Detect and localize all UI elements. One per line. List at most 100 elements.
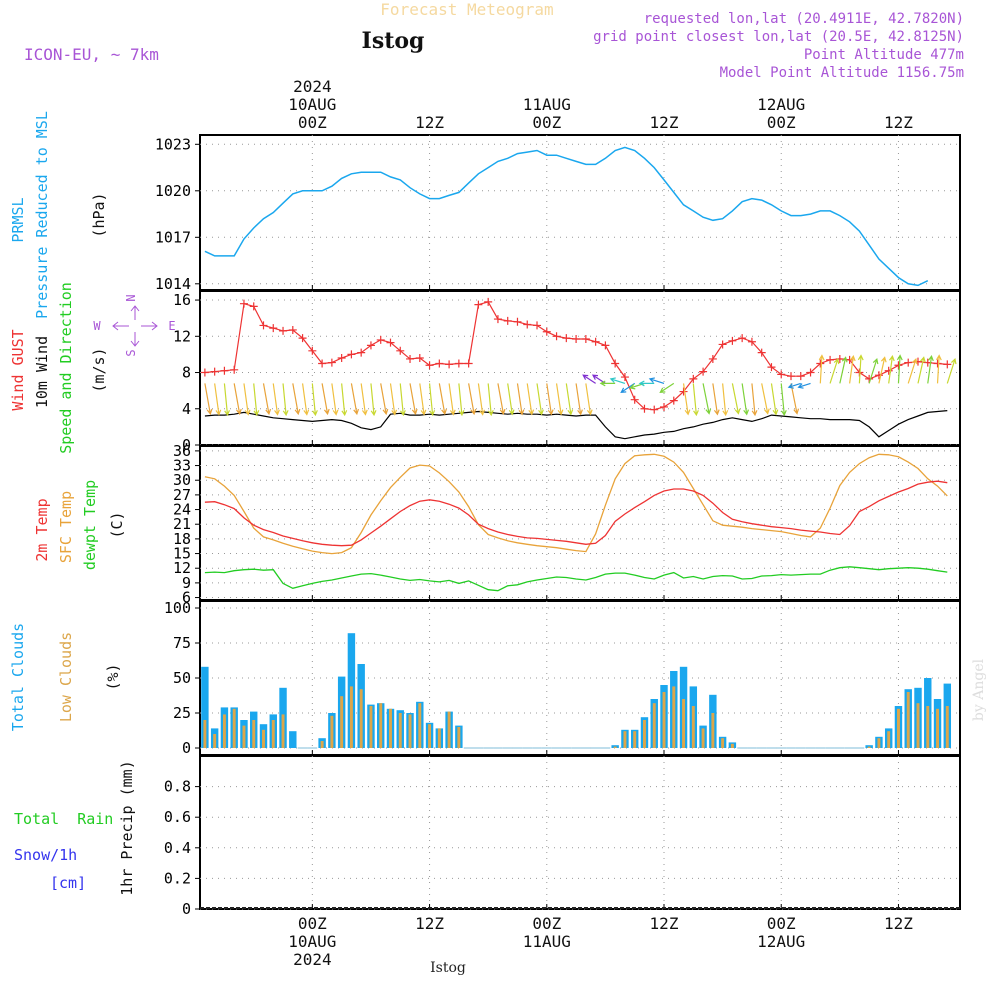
- wind-arrow: [468, 383, 477, 416]
- low-cloud-bar: [936, 708, 939, 748]
- wind-unit: (m/s): [90, 347, 108, 392]
- wind-arrow: [262, 383, 272, 416]
- y-tick-label: 0.2: [164, 869, 191, 887]
- wind-arrow: [380, 383, 389, 416]
- gust-marker: [269, 324, 278, 333]
- precip-ylabel: 1hr Precip (mm): [118, 760, 136, 895]
- low-cloud-bar: [281, 714, 285, 748]
- wind-arrow: [409, 383, 418, 416]
- low-cloud-bar: [389, 708, 392, 748]
- total-clouds-label: Total Clouds: [9, 623, 27, 731]
- low-cloud-bar: [222, 714, 226, 748]
- gust-marker: [718, 340, 727, 349]
- wind-arrow: [546, 383, 554, 416]
- grid-point-coords: grid point closest lon,lat (20.5E, 42.81…: [593, 29, 964, 45]
- footer-station: Istog: [430, 960, 466, 976]
- gust-marker: [445, 360, 454, 369]
- precip-labels: Total Rain Snow/1h [cm] 1hr Precip (mm): [14, 760, 136, 895]
- wind-labels: Wind GUST 10m Wind Speed and Direction (…: [9, 282, 176, 454]
- low-cloud-bar: [330, 715, 334, 748]
- pressure-panel: 1014 1017 1020 1023: [155, 134, 961, 293]
- total-cloud-bar: [201, 666, 209, 748]
- gust-marker: [630, 395, 639, 404]
- wind-arrow: [751, 383, 758, 417]
- low-cloud-bar: [682, 699, 686, 748]
- time-label: 11AUG: [523, 932, 571, 951]
- wind-arrow: [497, 383, 506, 416]
- low-cloud-bar: [623, 731, 627, 748]
- wind-arrow: [477, 383, 486, 416]
- t2m-line: [204, 480, 948, 547]
- gust-marker: [210, 367, 219, 376]
- wind-arrow: [839, 356, 848, 384]
- wind-arrow: [243, 383, 251, 416]
- time-label: 00Z: [532, 113, 561, 132]
- y-tick-label: 27: [173, 486, 191, 504]
- pressure-unit: (hPa): [90, 192, 108, 237]
- low-cloud-bar: [672, 686, 676, 748]
- y-tick-label: 30: [173, 471, 191, 489]
- sfc-temp-line: [204, 453, 948, 555]
- wind-arrow: [638, 380, 655, 387]
- wind-arrow: [787, 382, 801, 389]
- low-cloud-bar: [711, 713, 715, 748]
- gust-label: Wind GUST: [9, 329, 27, 410]
- wind-arrow: [301, 383, 310, 416]
- gust-marker: [894, 361, 903, 370]
- time-label: 00Z: [767, 914, 796, 933]
- low-cloud-bar: [906, 692, 910, 748]
- gust-marker: [620, 373, 629, 382]
- wind-arrow: [609, 377, 626, 384]
- low-clouds-label: Low Clouds: [57, 632, 75, 722]
- low-cloud-bar: [916, 703, 920, 748]
- low-cloud-bar: [428, 724, 432, 748]
- wind10m-line: [204, 410, 948, 440]
- gust-marker: [611, 359, 620, 368]
- rain-label: Total Rain: [14, 810, 113, 828]
- time-label: 2024: [293, 950, 332, 969]
- gust-marker: [249, 302, 258, 311]
- time-label: 10AUG: [288, 932, 336, 951]
- wind-arrow: [204, 383, 213, 416]
- wind-arrow: [692, 383, 699, 417]
- wind-arrow: [272, 383, 280, 416]
- y-tick-label: 12: [173, 559, 191, 577]
- low-cloud-bar: [398, 713, 402, 748]
- dewpt-label: dewpt Temp: [81, 480, 99, 570]
- gust-marker: [542, 327, 551, 336]
- gust-marker: [298, 334, 307, 343]
- wind-arrow: [682, 383, 691, 416]
- gust-marker: [943, 360, 952, 369]
- time-label: 00Z: [767, 113, 796, 132]
- gust-marker: [337, 354, 346, 363]
- compass-n: N: [124, 294, 138, 301]
- gust-marker: [904, 358, 913, 367]
- low-cloud-bar: [721, 738, 725, 748]
- temp-unit: (C): [108, 511, 126, 538]
- wind-arrow: [292, 383, 301, 416]
- precip-panel: 0 0.2 0.4 0.6 0.8: [164, 755, 961, 918]
- wind-arrow: [311, 383, 318, 417]
- gust-marker: [357, 348, 366, 357]
- wind-arrow: [712, 383, 720, 416]
- low-cloud-bar: [213, 734, 217, 748]
- wind-arrow: [526, 383, 535, 416]
- y-tick-label: 16: [173, 291, 191, 309]
- low-cloud-bar: [369, 706, 373, 748]
- y-tick-label: 6: [182, 589, 191, 607]
- y-tick-label: 0: [182, 900, 191, 918]
- low-cloud-bar: [896, 708, 900, 748]
- wind-arrow: [360, 383, 368, 416]
- gust-marker: [513, 317, 522, 326]
- y-tick-label: 1023: [155, 135, 191, 153]
- wind-arrow: [770, 383, 779, 416]
- requested-coords: requested lon,lat (20.4911E, 42.7820N): [644, 11, 964, 27]
- wind-arrow: [917, 356, 926, 384]
- gust-marker: [396, 346, 405, 355]
- wind-arrow: [350, 383, 360, 416]
- y-tick-label: 4: [182, 400, 191, 418]
- low-cloud-bar: [418, 703, 422, 748]
- gust-marker: [767, 363, 776, 372]
